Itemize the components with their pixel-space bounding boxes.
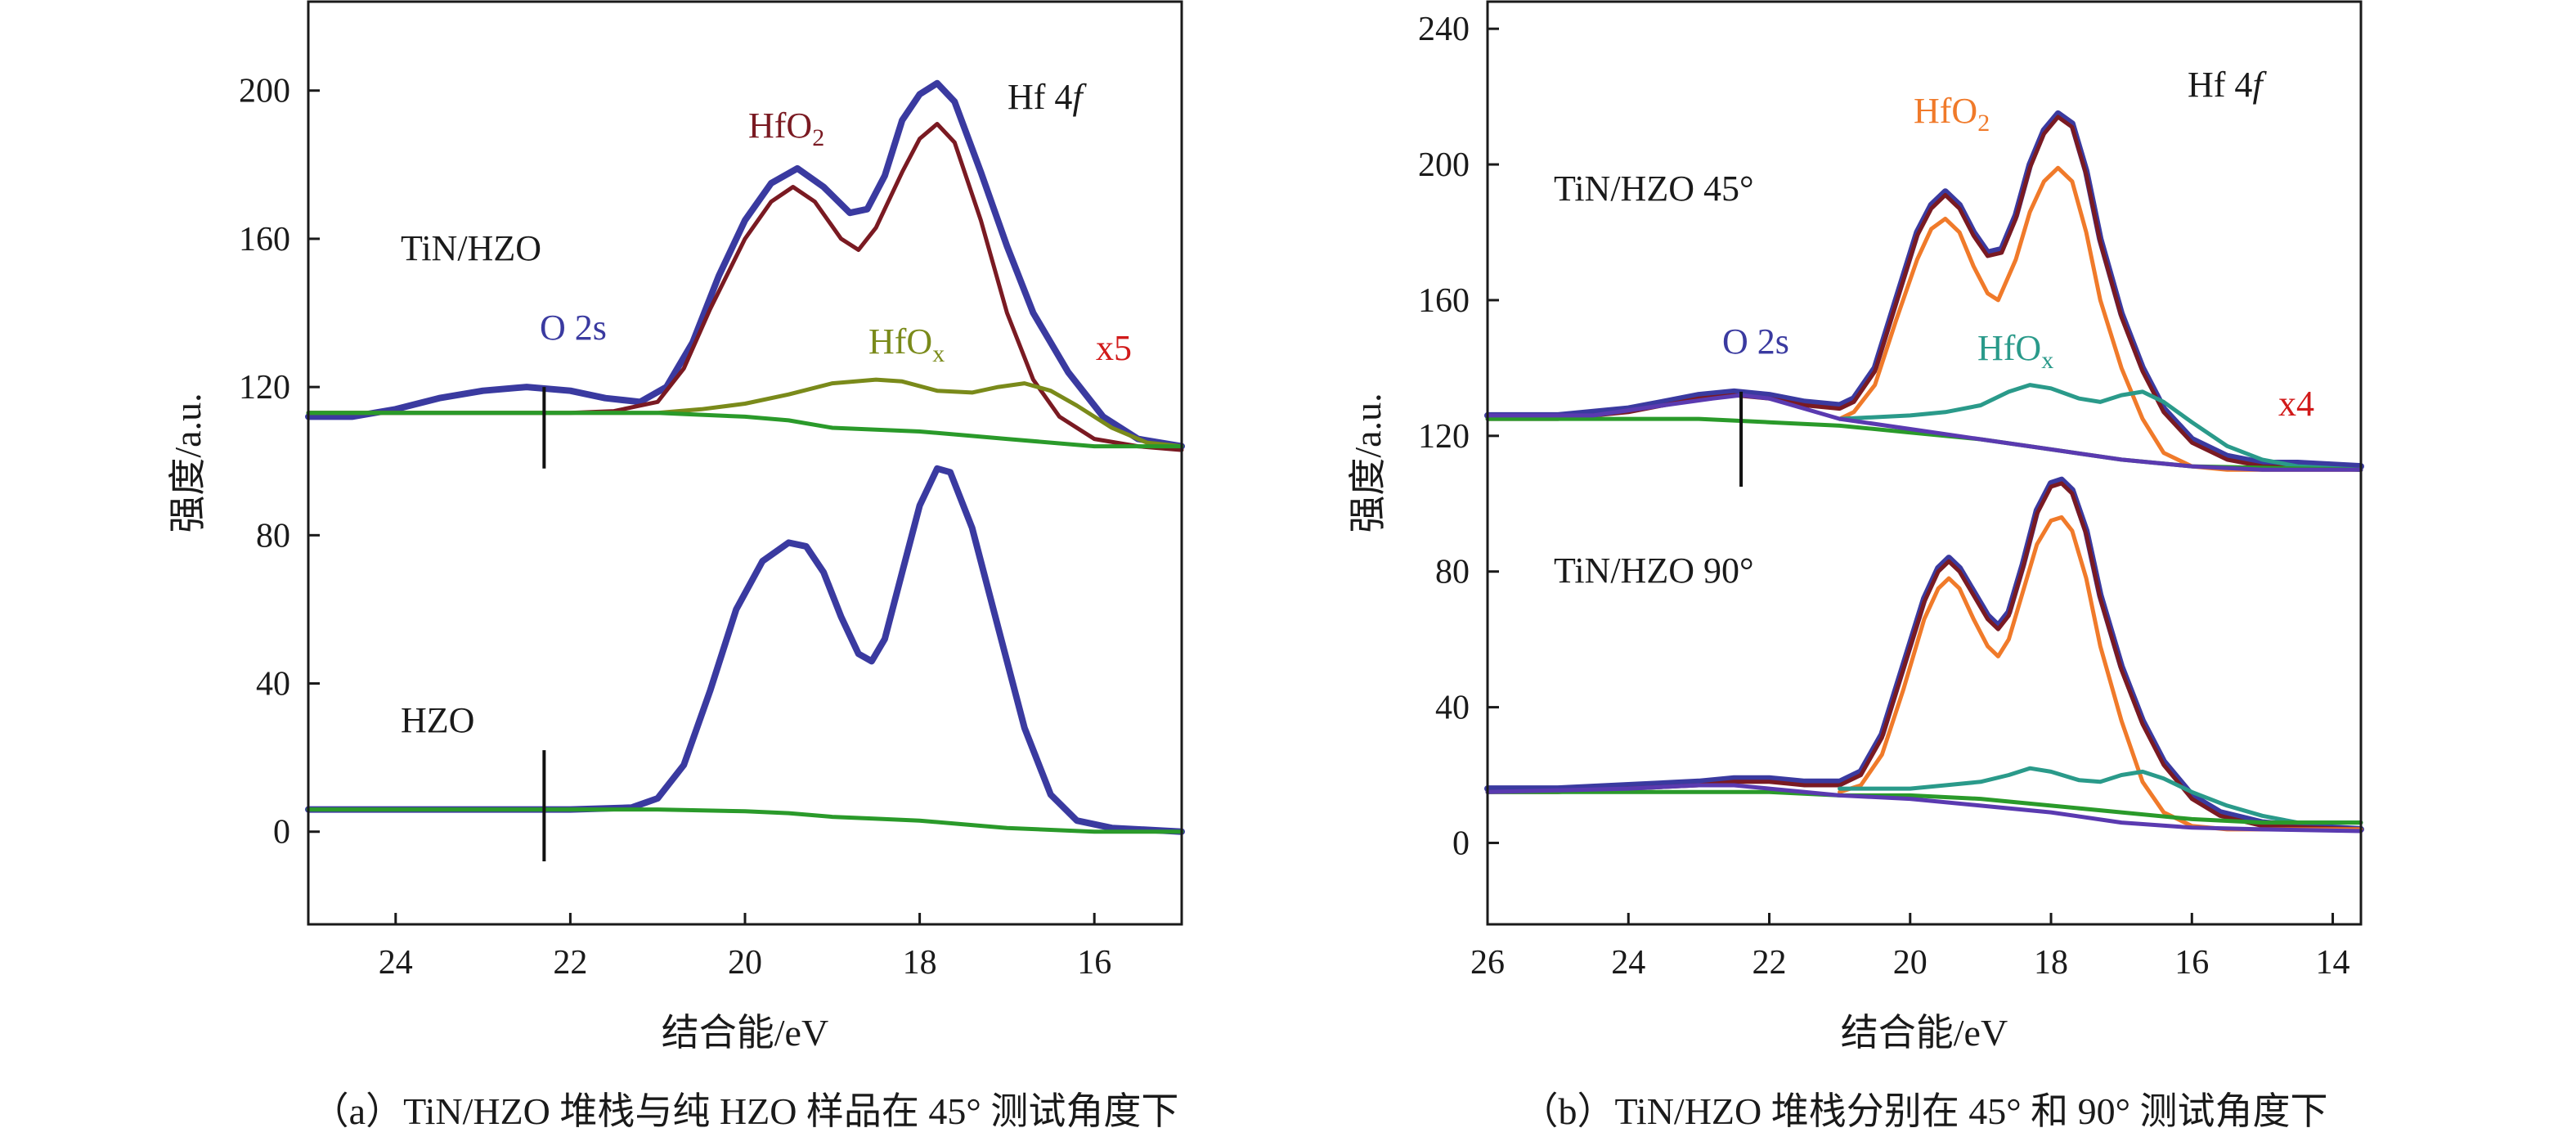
- label-factor-a: x5: [1096, 328, 1132, 368]
- series-envelope-b-7: [1485, 481, 2363, 832]
- y-tick-label-a-200: 200: [239, 73, 290, 110]
- x-tick-label-a-22: 22: [553, 944, 587, 982]
- series-hfox-b-3: [1838, 383, 2363, 472]
- y-tick-label-a-0: 0: [273, 814, 290, 852]
- label-hf4f-b: Hf 4f: [2188, 65, 2267, 105]
- x-tick-label-b-14: 14: [2316, 944, 2350, 982]
- series-background-a-3: [306, 411, 1184, 449]
- series-shirley-b-11: [1485, 783, 2363, 834]
- series-raw-b-6: [1484, 476, 2364, 833]
- label-factor-b: x4: [2278, 384, 2314, 424]
- series-background-a-5: [306, 807, 1184, 834]
- y-tick-label-b-200: 200: [1418, 146, 1470, 184]
- y-tick-label-b-120: 120: [1418, 418, 1470, 456]
- label-hfo2: HfO2: [748, 106, 824, 151]
- y-tick-label-a-80: 80: [256, 517, 290, 555]
- plot-frame-b: [1486, 0, 2363, 926]
- series-hfox-a-2: [306, 377, 1184, 449]
- xlabel-b: 结合能/eV: [1841, 1012, 2008, 1054]
- series-layer-a: [305, 79, 1185, 835]
- x-tick-label-b-20: 20: [1893, 944, 1928, 982]
- label-o2s: O 2s: [540, 308, 607, 348]
- series-layer-b: [1484, 110, 2364, 834]
- x-tick-label-a-24: 24: [379, 944, 413, 982]
- label-hzo: HZO: [401, 700, 474, 740]
- ylabel-a: 强度/a.u.: [167, 393, 209, 533]
- y-tick-label-a-40: 40: [256, 666, 290, 703]
- series-shirley-b-5: [1485, 393, 2363, 472]
- label-tin-hzo-90: TiN/HZO 90°: [1554, 551, 1754, 591]
- series-background-b-10: [1485, 789, 2363, 825]
- y-tick-label-b-160: 160: [1418, 282, 1470, 320]
- label-hfox: HfOx: [868, 321, 945, 367]
- series-raw-a-4: [305, 465, 1185, 835]
- label-o2s-b: O 2s: [1722, 321, 1789, 362]
- x-tick-label-b-16: 16: [2174, 944, 2209, 982]
- y-tick-label-b-80: 80: [1435, 554, 1470, 591]
- caption-b: （b）TiN/HZO 堆栈分别在 45° 和 90° 测试角度下: [1520, 1090, 2327, 1132]
- label-hfox-b: HfOx: [1977, 328, 2053, 374]
- label-hf4f: Hf 4f: [1008, 77, 1087, 117]
- x-tick-label-b-18: 18: [2034, 944, 2068, 982]
- tick-layer-b: 26 24 22 20 18 16 14 0 40 80 120 160 200 240: [1418, 11, 2350, 982]
- label-tin-hzo: TiN/HZO: [401, 228, 541, 268]
- x-tick-label-a-16: 16: [1077, 944, 1111, 982]
- label-hfo2-b: HfO2: [1914, 91, 1990, 137]
- series-hfox-b-9: [1838, 766, 2363, 825]
- series-raw-a-0: [305, 79, 1185, 450]
- panel-b: 26 24 22 20 18 16 14 0 40 80 120 160 200 240 TiN/HZO …: [1347, 0, 2364, 1132]
- caption-a: （a）TiN/HZO 堆栈与纯 HZO 样品在 45° 测试角度下: [312, 1090, 1179, 1132]
- x-tick-label-b-24: 24: [1611, 944, 1645, 982]
- y-tick-label-a-120: 120: [239, 369, 290, 407]
- series-hfo2-b-8: [1838, 515, 2363, 832]
- y-tick-label-b-40: 40: [1435, 690, 1470, 727]
- ylabel-b: 强度/a.u.: [1347, 393, 1389, 533]
- x-tick-label-b-22: 22: [1752, 944, 1787, 982]
- y-tick-label-a-160: 160: [239, 221, 290, 258]
- series-hfo2-b-2: [1838, 165, 2363, 472]
- x-tick-label-a-20: 20: [728, 944, 762, 982]
- x-tick-label-a-18: 18: [903, 944, 937, 982]
- y-tick-label-b-240: 240: [1418, 11, 1470, 48]
- label-tin-hzo-45: TiN/HZO 45°: [1554, 169, 1754, 209]
- xlabel-a: 结合能/eV: [662, 1012, 828, 1054]
- y-tick-label-b-0: 0: [1452, 825, 1470, 862]
- x-tick-label-b-26: 26: [1470, 944, 1505, 982]
